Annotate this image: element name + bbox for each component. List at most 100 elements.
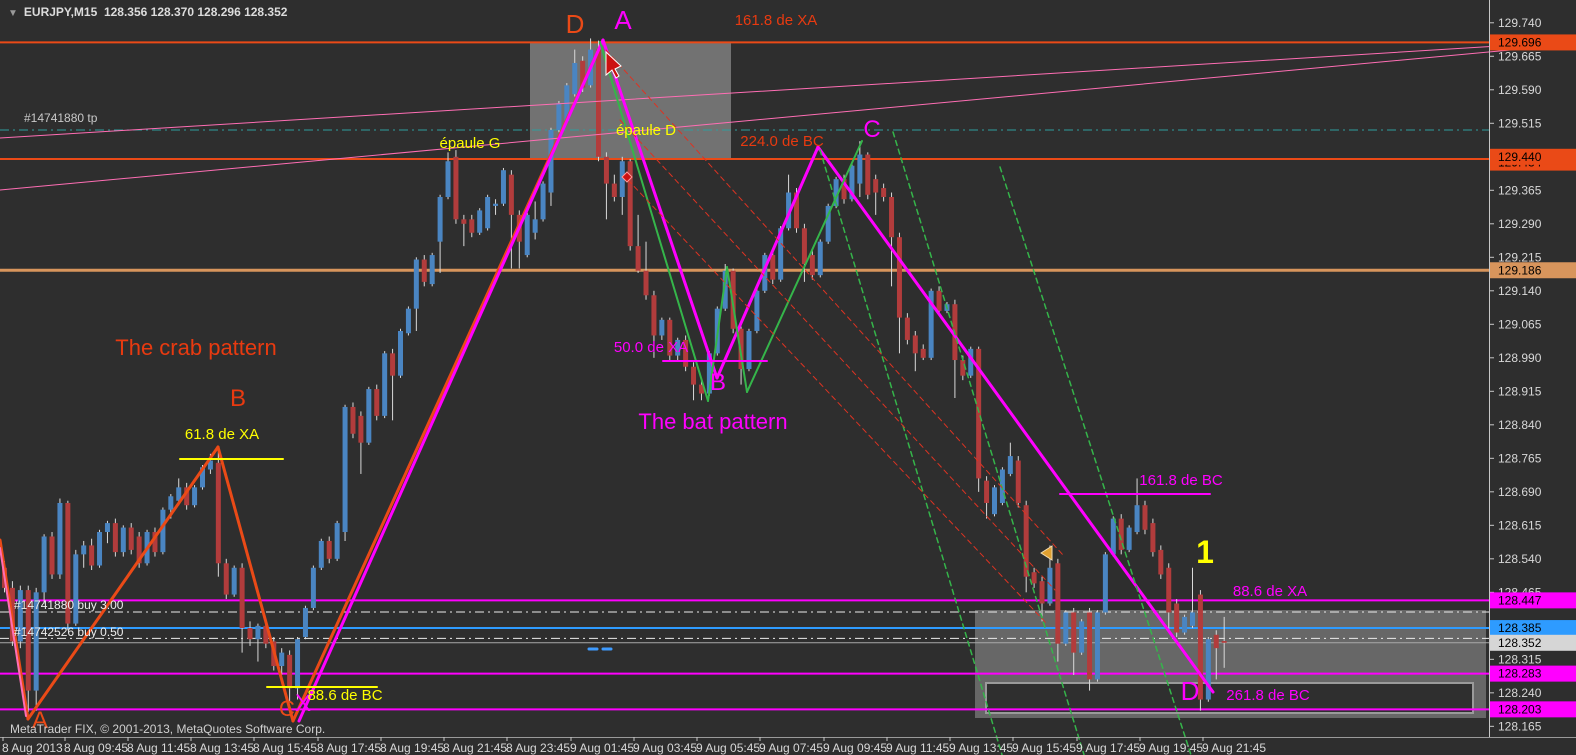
red-ray-2[interactable] <box>619 119 1056 591</box>
price-tick-label: 129.590 <box>1498 83 1542 97</box>
bat-title[interactable]: The bat pattern <box>638 409 787 434</box>
selected-point-icon[interactable] <box>621 171 633 183</box>
count-1[interactable]: 1 <box>1196 534 1214 570</box>
candle-body <box>477 210 483 233</box>
candle-body <box>659 319 665 336</box>
candle-body <box>960 360 966 376</box>
bat-point-x[interactable]: X <box>295 690 311 717</box>
candle-body <box>25 590 31 691</box>
crab-point-b[interactable]: B <box>230 385 246 412</box>
cursor-arrow-icon[interactable] <box>605 50 622 79</box>
red-ray-1[interactable] <box>605 49 1064 556</box>
candle-body <box>136 536 142 564</box>
bat-cd[interactable] <box>816 145 1215 694</box>
candle-body <box>1221 641 1227 643</box>
bat-point-c[interactable]: C <box>863 116 880 143</box>
candle-body <box>310 567 316 608</box>
candle-body <box>390 353 396 376</box>
pink-ray-1[interactable] <box>0 43 1533 139</box>
time-tick-label: 9 Aug 03:45 <box>633 741 697 755</box>
candle-body <box>168 496 174 510</box>
candle-body <box>421 259 427 282</box>
candle-body <box>57 502 63 575</box>
order-1-lbl[interactable]: #14741880 buy 3.00 <box>14 598 124 612</box>
candle-body <box>698 384 704 394</box>
crab-bc[interactable] <box>216 445 295 723</box>
candle-body <box>41 536 47 593</box>
time-tick-label: 9 Aug 01:45 <box>570 741 634 755</box>
crab-ab[interactable] <box>26 445 220 721</box>
candle-body <box>104 523 110 533</box>
time-tick-label: 8 Aug 19:45 <box>380 741 444 755</box>
crab-title[interactable]: The crab pattern <box>115 335 276 360</box>
pink-ray-2[interactable] <box>0 47 1533 191</box>
epaule-d-lbl[interactable]: épaule D <box>616 122 676 139</box>
epaule-g-lbl[interactable]: épaule G <box>440 135 501 152</box>
price-badge-label: 128.283 <box>1498 667 1542 681</box>
candle-body <box>1205 639 1211 700</box>
candle-body <box>215 462 221 564</box>
price-tick-label: 128.315 <box>1498 652 1542 666</box>
symbol-info-bar[interactable]: ▼ EURJPY,M15 128.356 128.370 128.296 128.… <box>8 5 287 19</box>
candle-body <box>786 192 792 229</box>
candle-body <box>928 290 934 358</box>
candle-body <box>722 270 728 309</box>
candle-body <box>508 174 514 215</box>
candle-body <box>1007 456 1013 474</box>
price-tick-label: 129.140 <box>1498 284 1542 298</box>
zigzag-2[interactable] <box>707 266 728 402</box>
zigzag-1[interactable] <box>599 41 709 402</box>
candle-body <box>1213 634 1219 649</box>
pink-tail[interactable] <box>0 547 27 717</box>
bat-bc[interactable] <box>715 145 820 380</box>
fib-886-bc-lbl[interactable]: 88.6 de BC <box>307 687 382 704</box>
bat-point-a[interactable]: A <box>614 5 632 35</box>
order-tp-lbl[interactable]: #14741880 tp <box>24 111 98 125</box>
green-chan-3[interactable] <box>999 166 1192 755</box>
order-2-lbl[interactable]: #14742526 buy 0.50 <box>14 625 124 639</box>
candle-body <box>247 628 253 640</box>
bat-ab[interactable] <box>601 38 719 380</box>
fib-886-xa-lbl[interactable]: 88.6 de XA <box>1233 583 1307 600</box>
bat-point-b[interactable]: B <box>710 369 726 396</box>
zigzag-4[interactable] <box>746 140 863 393</box>
candle-body <box>493 203 499 206</box>
fib-618-xa-lbl[interactable]: 61.8 de XA <box>185 426 259 443</box>
candle-body <box>904 317 910 340</box>
crab-point-d[interactable]: D <box>566 9 585 39</box>
price-tick-label: 129.515 <box>1498 116 1542 130</box>
price-tick-label: 129.215 <box>1498 250 1542 264</box>
candle-body <box>667 319 673 356</box>
crab-point-a[interactable]: A <box>32 707 48 734</box>
crab-xa-tail[interactable] <box>0 538 30 721</box>
candle-body <box>97 532 103 566</box>
fib-500-xa-lbl[interactable]: 50.0 de XA <box>614 339 688 356</box>
bat-point-d[interactable]: D <box>1181 676 1200 706</box>
price-badge <box>1490 701 1576 718</box>
candle-body <box>1174 603 1180 633</box>
green-chan-2[interactable] <box>819 149 1003 755</box>
red-ray-3[interactable] <box>627 179 1049 626</box>
target-box[interactable] <box>985 682 1474 714</box>
fib-2618-bc-lbl[interactable]: 261.8 de BC <box>1226 687 1310 704</box>
candle-body <box>469 219 475 233</box>
green-chan-1[interactable] <box>892 131 1085 755</box>
candle-body <box>176 487 182 501</box>
selection-head[interactable] <box>530 43 731 158</box>
fib-1618-bc-lbl[interactable]: 161.8 de BC <box>1139 472 1223 489</box>
candle-body <box>239 567 245 629</box>
symbol-dropdown-icon[interactable]: ▼ <box>8 8 18 19</box>
time-tick-label: 9 Aug 09:45 <box>823 741 887 755</box>
bat-xa[interactable] <box>297 38 605 723</box>
fib-1618-xa-lbl[interactable]: 161.8 de XA <box>735 12 818 29</box>
order-arrow-icon[interactable] <box>1040 545 1053 561</box>
time-tick-label: 8 Aug 11:45 <box>127 741 190 755</box>
fib-2240-bc-lbl[interactable]: 224.0 de BC <box>740 133 824 150</box>
candle-body <box>889 196 895 238</box>
candle-body <box>358 415 364 443</box>
crab-point-c[interactable]: C <box>279 696 295 721</box>
price-tick-label: 129.665 <box>1498 49 1542 63</box>
candle-body <box>1023 505 1029 577</box>
